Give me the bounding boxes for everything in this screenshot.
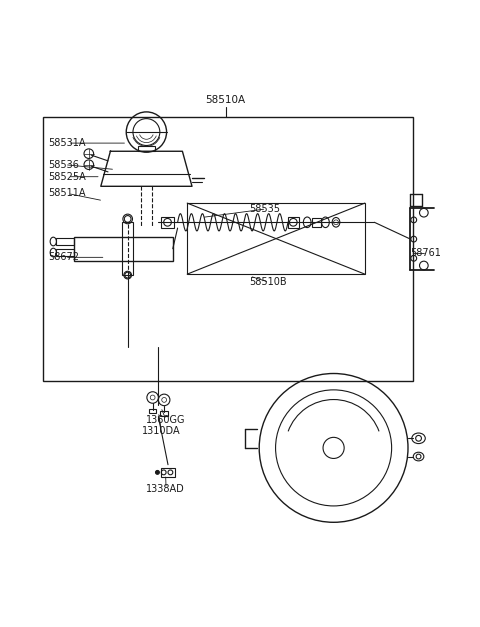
Text: 1310DA: 1310DA — [142, 426, 180, 436]
Text: 58525A: 58525A — [48, 172, 86, 182]
Bar — [161, 468, 175, 477]
Bar — [149, 409, 156, 413]
Text: 58761: 58761 — [410, 248, 441, 258]
Bar — [43, 117, 413, 381]
Bar — [160, 411, 168, 416]
Text: 58510A: 58510A — [205, 95, 246, 105]
Text: 1338AD: 1338AD — [146, 483, 185, 493]
Bar — [122, 223, 133, 275]
Text: 58535: 58535 — [250, 204, 281, 214]
Text: 1360GG: 1360GG — [146, 415, 186, 425]
Bar — [138, 145, 155, 151]
Text: 58531A: 58531A — [48, 138, 85, 148]
Bar — [288, 216, 299, 228]
Bar — [187, 203, 365, 274]
Text: 58510B: 58510B — [250, 277, 287, 287]
Circle shape — [156, 470, 159, 474]
Text: 58511A: 58511A — [48, 189, 85, 199]
Bar — [312, 218, 321, 227]
Bar — [56, 249, 74, 256]
Bar — [74, 237, 173, 261]
Text: 58672: 58672 — [48, 252, 79, 262]
Bar — [56, 238, 74, 245]
Text: 58536: 58536 — [48, 160, 79, 170]
Bar — [161, 216, 174, 228]
